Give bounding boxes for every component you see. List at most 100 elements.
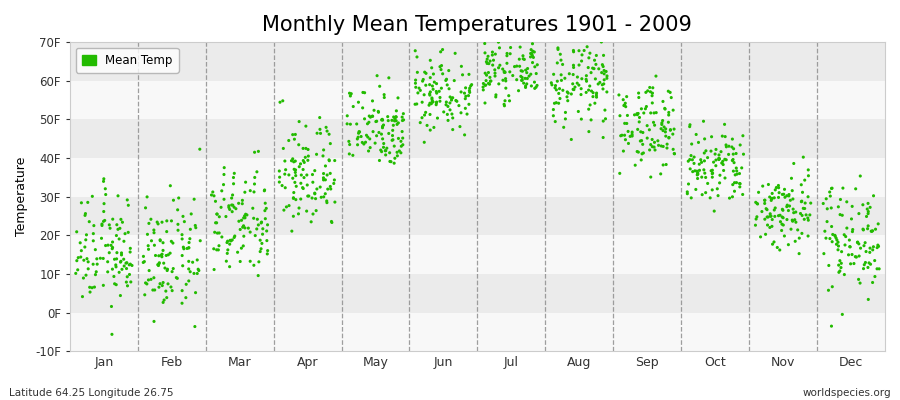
Point	[835, 311, 850, 318]
Point	[278, 184, 293, 191]
Point	[588, 57, 602, 64]
Point	[764, 196, 778, 202]
Point	[658, 106, 672, 112]
Point	[287, 166, 302, 172]
Point	[433, 64, 447, 70]
Point	[208, 198, 222, 204]
Point	[224, 202, 238, 208]
Point	[220, 238, 235, 244]
Point	[82, 218, 96, 225]
Point	[864, 228, 878, 234]
Point	[718, 133, 733, 140]
Point	[845, 228, 859, 235]
Point	[824, 223, 839, 230]
Point	[572, 48, 586, 54]
Point	[415, 114, 429, 121]
Point	[593, 79, 608, 86]
Point	[728, 172, 742, 178]
Point	[90, 256, 104, 262]
Point	[258, 200, 273, 206]
Point	[479, 82, 493, 88]
Point	[296, 157, 310, 164]
Point	[851, 276, 866, 282]
Point	[423, 100, 437, 106]
Point	[476, 87, 491, 93]
Point	[165, 218, 179, 224]
Point	[415, 99, 429, 106]
Point	[786, 218, 800, 224]
Point	[136, 259, 150, 266]
Point	[158, 288, 173, 294]
Point	[446, 126, 460, 133]
Point	[116, 256, 130, 262]
Point	[367, 107, 382, 114]
Point	[581, 87, 596, 93]
Point	[549, 100, 563, 106]
Point	[685, 156, 699, 163]
Point	[297, 174, 311, 181]
Point	[105, 266, 120, 272]
Point	[385, 132, 400, 139]
Point	[256, 231, 270, 237]
Point	[489, 92, 503, 98]
Point	[238, 211, 253, 218]
Point	[819, 235, 833, 241]
Point	[429, 90, 444, 96]
Point	[688, 186, 703, 193]
Point	[139, 280, 153, 286]
Point	[860, 226, 875, 232]
Point	[630, 148, 644, 155]
Point	[726, 151, 741, 157]
Bar	[70, 119, 885, 158]
Point	[498, 98, 512, 104]
Point	[819, 196, 833, 202]
Point	[229, 206, 243, 212]
Point	[755, 183, 770, 189]
Point	[105, 244, 120, 251]
Point	[69, 258, 84, 264]
Bar	[70, 274, 885, 312]
Point	[768, 205, 782, 211]
Point	[96, 208, 111, 215]
Point	[458, 105, 473, 112]
Point	[247, 262, 261, 268]
Point	[302, 153, 316, 159]
Point	[597, 81, 611, 87]
Point	[829, 241, 843, 248]
Point	[524, 50, 538, 57]
Point	[633, 114, 647, 121]
Point	[586, 20, 600, 26]
Point	[618, 100, 633, 106]
Point	[76, 275, 91, 281]
Point	[439, 99, 454, 105]
Point	[595, 82, 609, 88]
Point	[845, 203, 859, 210]
Point	[365, 113, 380, 120]
Point	[363, 144, 377, 151]
Point	[848, 254, 862, 260]
Point	[246, 205, 260, 212]
Point	[625, 129, 639, 135]
Point	[866, 279, 880, 286]
Point	[770, 184, 784, 191]
Point	[652, 142, 666, 148]
Point	[282, 137, 296, 144]
Point	[243, 188, 257, 194]
Point	[238, 189, 252, 196]
Point	[866, 247, 880, 253]
Point	[596, 118, 610, 124]
Point	[663, 89, 678, 96]
Point	[580, 44, 594, 50]
Point	[259, 228, 274, 234]
Point	[816, 200, 831, 207]
Point	[76, 294, 90, 300]
Point	[285, 156, 300, 162]
Point	[272, 179, 286, 185]
Point	[771, 182, 786, 189]
Point	[621, 140, 635, 147]
Point	[831, 239, 845, 246]
Point	[719, 156, 733, 163]
Point	[574, 91, 589, 98]
Point	[289, 172, 303, 179]
Point	[428, 79, 442, 85]
